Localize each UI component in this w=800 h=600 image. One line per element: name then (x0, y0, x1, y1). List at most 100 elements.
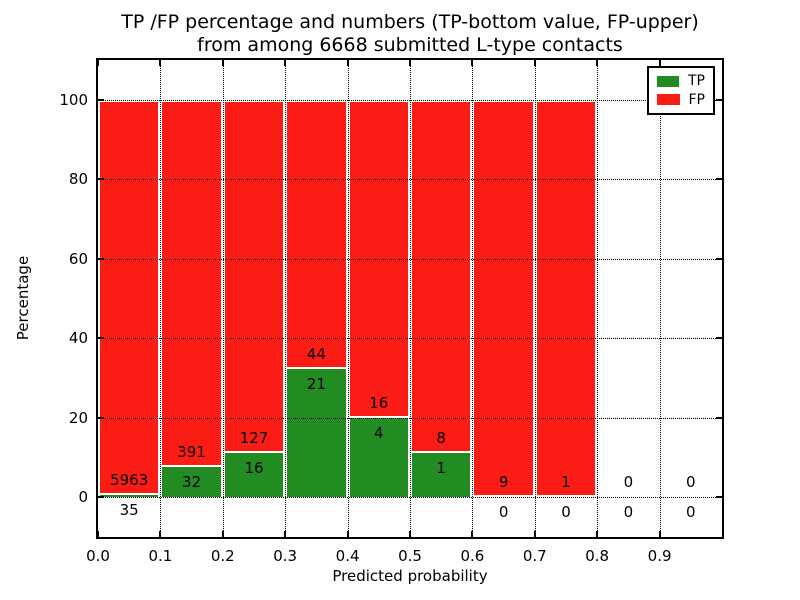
tp-count-label: 21 (306, 374, 326, 393)
tp-count-label: 35 (119, 500, 139, 519)
fp-count-label: 1 (561, 473, 571, 492)
gridline-x (222, 60, 224, 537)
legend: TP FP (647, 66, 715, 115)
tick-mark (471, 531, 474, 537)
tick-mark (658, 60, 661, 66)
gridline-x (659, 60, 661, 537)
bar-segment-tp (285, 368, 348, 498)
tick-mark (716, 496, 722, 499)
x-tick-label: 0.5 (398, 547, 422, 565)
chart-title-line1: TP /FP percentage and numbers (TP-bottom… (121, 11, 699, 33)
gridline-x (410, 60, 411, 537)
fp-count-label: 127 (239, 428, 269, 447)
y-tick-label: 40 (68, 329, 88, 348)
tp-count-label: 16 (244, 458, 264, 477)
bar-segment-fp (222, 99, 286, 453)
tick-mark (159, 60, 162, 66)
y-tick-label: 60 (68, 249, 88, 268)
tp-count-label: 0 (561, 503, 571, 522)
tick-mark (533, 531, 536, 537)
tick-mark (97, 531, 99, 537)
tick-mark (596, 531, 599, 537)
bar-segment-fp (534, 99, 598, 498)
tick-mark (221, 60, 224, 66)
fp-count-label: 0 (686, 473, 696, 492)
gridline-x (160, 60, 162, 537)
x-tick-label: 0.3 (273, 547, 298, 565)
tick-mark (346, 531, 349, 537)
tick-mark (98, 178, 104, 181)
bar-segment-tp (160, 467, 223, 498)
tick-mark (98, 496, 104, 499)
tick-mark (533, 60, 536, 66)
x-tick-label: 0.6 (460, 547, 485, 565)
tick-mark (596, 60, 599, 66)
bar-segment-fp (472, 99, 535, 498)
bar-segment-tp (222, 452, 286, 498)
gridline-x (597, 60, 599, 537)
bar-segment-tp (98, 494, 161, 498)
tp-count-label: 32 (182, 473, 202, 492)
fp-count-label: 9 (498, 473, 509, 492)
bar-segment-fp (98, 99, 161, 495)
fp-count-label: 5963 (110, 470, 149, 489)
bar-segment-tp (347, 417, 410, 498)
x-tick-label: 0.0 (86, 547, 110, 565)
x-tick-label: 0.8 (585, 547, 610, 565)
fp-count-label: 44 (306, 344, 326, 363)
bar-segment-fp (410, 99, 473, 454)
tick-mark (658, 531, 661, 537)
tick-mark (471, 60, 474, 66)
tp-legend-label: TP (688, 73, 705, 90)
legend-item-fp: FP (657, 93, 705, 107)
tick-mark (284, 531, 287, 537)
gridline-x (347, 60, 349, 537)
tick-mark (716, 337, 722, 340)
legend-item-tp: TP (657, 74, 705, 88)
tick-mark (716, 178, 722, 181)
y-axis-label: Percentage (14, 255, 32, 341)
x-tick-label: 0.7 (522, 547, 547, 565)
tick-mark (716, 257, 722, 260)
gridline-x (285, 60, 287, 537)
bar-segment-fp (285, 99, 348, 369)
tp-count-label: 0 (498, 503, 509, 522)
tick-mark (97, 60, 99, 66)
tp-count-label: 0 (623, 503, 634, 522)
tick-mark (346, 60, 349, 66)
tick-mark (98, 257, 104, 260)
x-tick-label: 0.1 (148, 547, 173, 565)
tick-mark (409, 531, 411, 537)
fp-legend-label: FP (688, 91, 706, 108)
x-tick-label: 0.2 (210, 547, 235, 565)
tp-count-label: 4 (374, 423, 384, 442)
fp-count-label: 0 (623, 473, 634, 492)
gridline-x (534, 60, 536, 537)
tick-mark (159, 531, 162, 537)
y-tick-label: 100 (59, 90, 88, 109)
tick-mark (98, 337, 104, 340)
tick-mark (284, 60, 287, 66)
tick-mark (716, 98, 722, 101)
tick-mark (98, 416, 104, 419)
fp-count-label: 391 (177, 443, 206, 462)
y-tick-label: 0 (78, 488, 88, 507)
x-tick-label: 0.9 (647, 547, 672, 565)
fp-count-label: 8 (436, 429, 446, 448)
chart-title: TP /FP percentage and numbers (TP-bottom… (98, 11, 722, 57)
bar-segment-fp (160, 99, 223, 468)
chart-title-line2: from among 6668 submitted L-type contact… (197, 34, 623, 56)
fp-count-label: 16 (369, 393, 389, 412)
x-tick-label: 0.4 (335, 547, 360, 565)
y-tick-label: 20 (68, 408, 88, 427)
tick-mark (716, 416, 722, 419)
y-tick-label: 80 (68, 170, 88, 189)
tp-count-label: 0 (686, 503, 696, 522)
bar-segment-tp (410, 453, 473, 498)
tick-mark (221, 531, 224, 537)
plot-area: TP FP 0.0 0.1 0.2 0.3 0.4 0.5 0.6 0.7 0.8 0.9 0 20 4… (59, 58, 724, 565)
fp-swatch-icon (657, 94, 680, 106)
tick-mark (98, 98, 104, 101)
tick-mark (409, 60, 411, 66)
